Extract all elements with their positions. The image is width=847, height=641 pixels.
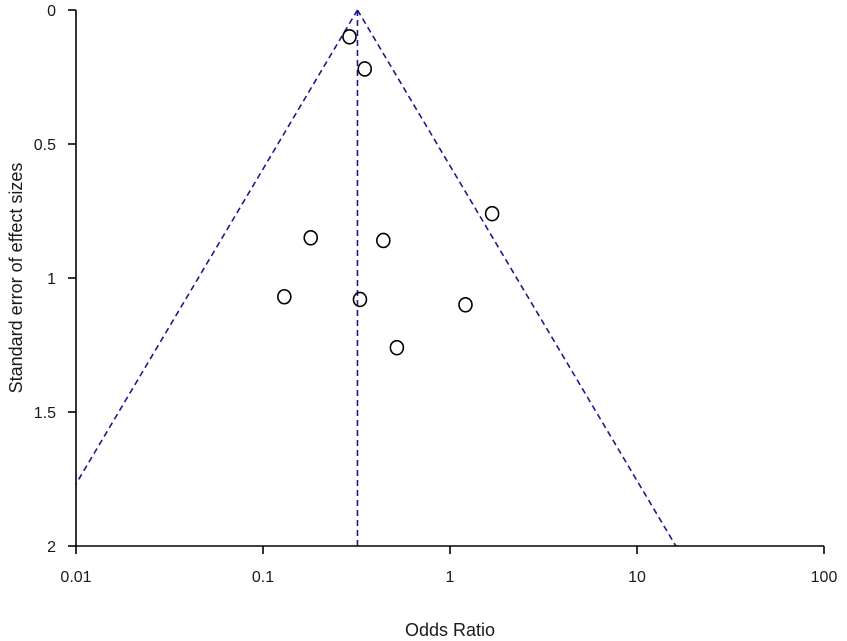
study-point [458, 296, 473, 313]
study-point [277, 288, 292, 305]
study-point [484, 205, 500, 222]
study-point [357, 61, 373, 77]
x-tick-label: 0.1 [252, 569, 274, 586]
funnel-guides [75, 9, 677, 547]
x-tick-label: 10 [628, 569, 646, 586]
study-point [389, 339, 405, 356]
y-tick-label: 2 [47, 539, 56, 556]
y-axis-title: Standard error of effect sizes [6, 163, 26, 394]
y-tick-label: 0.5 [34, 137, 56, 154]
study-point [352, 291, 368, 308]
study-point [303, 230, 319, 246]
x-axis-title: Odds Ratio [405, 620, 495, 640]
study-point [342, 28, 357, 45]
funnel-left-limit [75, 9, 359, 485]
x-tick-label: 100 [811, 569, 838, 586]
funnel-right-limit [356, 9, 677, 547]
axes: 0 0.5 1 1.5 20.01 0.1 1 10 100 [34, 3, 838, 586]
study-point [376, 232, 391, 249]
y-tick-label: 0 [47, 3, 56, 20]
x-tick-label: 1 [446, 569, 455, 586]
data-points [277, 28, 500, 356]
y-tick-label: 1.5 [34, 405, 56, 422]
y-tick-label: 1 [47, 271, 56, 288]
x-tick-label: 0.01 [60, 569, 91, 586]
